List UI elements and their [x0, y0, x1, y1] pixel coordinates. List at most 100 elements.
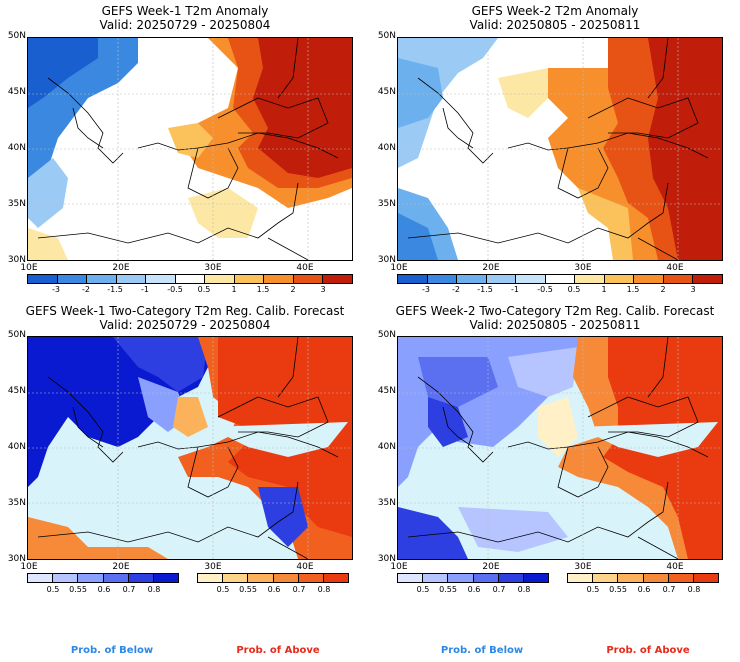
lat-label-45n: 45N [7, 386, 26, 396]
prob-below-label: Prob. of Below [440, 645, 524, 656]
panel-valid-dates: Valid: 20250805 - 20250811 [469, 318, 641, 332]
colorbar-swatch [457, 275, 487, 283]
colorbar-label: -2 [82, 285, 90, 294]
colorbar-label: -1.5 [107, 285, 123, 294]
colorbar-swatch [668, 574, 694, 582]
map-week1-probability [27, 336, 353, 560]
map-week1-anomaly [27, 37, 353, 261]
colorbar-label: 0.5 [416, 585, 430, 594]
colorbar-swatch [128, 574, 154, 582]
colorbar-swatch [198, 574, 224, 582]
colorbar-label: 0.7 [292, 585, 306, 594]
colorbar-swatch [223, 574, 249, 582]
colorbar-label: 0.8 [687, 585, 701, 594]
colorbar-label: 0.55 [239, 585, 257, 594]
colorbar-label: 0.5 [46, 585, 60, 594]
colorbar-label: 0.6 [637, 585, 651, 594]
lon-label-10e: 10E [390, 562, 408, 572]
lat-label-35n: 35N [7, 199, 26, 209]
colorbar-label: 2 [290, 285, 296, 294]
colorbar-swatch [153, 574, 179, 582]
lon-label-30e: 30E [574, 263, 592, 273]
panel-week1-anomaly: GEFS Week-1 T2m Anomaly Valid: 20250729 … [0, 0, 370, 295]
colorbar-swatch [634, 275, 664, 283]
colorbar-swatch [575, 275, 605, 283]
colorbar-label: 1.5 [256, 285, 270, 294]
lon-label-20e: 20E [482, 562, 500, 572]
colorbar-label: 0.6 [267, 585, 281, 594]
colorbar-label: -3 [52, 285, 60, 294]
colorbar-label: -1 [511, 285, 519, 294]
colorbar-label: 1 [231, 285, 237, 294]
lat-label-45n: 45N [377, 87, 396, 97]
lon-label-20e: 20E [112, 562, 130, 572]
colorbar-swatch [87, 275, 117, 283]
colorbar-label: 0.8 [317, 585, 331, 594]
colorbar-swatch [323, 275, 353, 283]
lat-label-50n: 50N [7, 31, 26, 41]
colorbar-swatch [427, 275, 458, 283]
colorbar-label: 0.7 [662, 585, 676, 594]
lon-label-20e: 20E [482, 263, 500, 273]
colorbar-label: 2 [660, 285, 666, 294]
colorbar-swatch [28, 574, 54, 582]
lat-label-30n: 30N [377, 255, 396, 265]
colorbar-label: -3 [422, 285, 430, 294]
colorbar-label: 0.55 [69, 585, 87, 594]
colorbar-swatch [264, 275, 294, 283]
lat-label-40n: 40N [7, 143, 26, 153]
colorbar-label: 1 [601, 285, 607, 294]
lat-label-30n: 30N [7, 255, 26, 265]
colorbar-label: 0.6 [467, 585, 481, 594]
colorbar-swatch [473, 574, 499, 582]
lon-label-30e: 30E [574, 562, 592, 572]
panel-title: GEFS Week-2 T2m Anomaly [471, 4, 639, 18]
colorbar-swatch [205, 275, 235, 283]
lon-label-40e: 40E [666, 263, 684, 273]
colorbar-label: 0.55 [609, 585, 627, 594]
colorbar-label: 0.6 [97, 585, 111, 594]
colorbar-swatch [498, 574, 524, 582]
panel-week2-anomaly: GEFS Week-2 T2m Anomaly Valid: 20250805 … [370, 0, 740, 295]
lat-label-35n: 35N [7, 498, 26, 508]
lat-label-50n: 50N [377, 31, 396, 41]
colorbar-label: -0.5 [167, 285, 183, 294]
lat-label-40n: 40N [377, 143, 396, 153]
colorbar-swatch [28, 275, 58, 283]
colorbar-label: 0.5 [567, 285, 581, 294]
lon-label-40e: 40E [296, 263, 314, 273]
colorbar-swatch [516, 275, 546, 283]
colorbar-label: 1.5 [626, 285, 640, 294]
prob-above-colorbar [567, 573, 719, 583]
anomaly-colorbar [27, 274, 353, 284]
panel-valid-dates: Valid: 20250729 - 20250804 [99, 318, 271, 332]
colorbar-swatch [146, 275, 176, 283]
colorbar-swatch [57, 275, 88, 283]
lat-label-35n: 35N [377, 199, 396, 209]
colorbar-swatch [175, 275, 206, 283]
colorbar-label: 0.8 [147, 585, 161, 594]
colorbar-swatch [663, 275, 694, 283]
colorbar-swatch [103, 574, 129, 582]
panel-valid-dates: Valid: 20250729 - 20250804 [99, 18, 271, 32]
colorbar-swatch [323, 574, 349, 582]
lat-label-40n: 40N [377, 442, 396, 452]
colorbar-swatch [398, 574, 424, 582]
lon-label-20e: 20E [112, 263, 130, 273]
colorbar-swatch [273, 574, 299, 582]
lon-label-40e: 40E [666, 562, 684, 572]
colorbar-swatch [486, 275, 517, 283]
lon-label-30e: 30E [204, 263, 222, 273]
lat-label-45n: 45N [377, 386, 396, 396]
colorbar-label: 3 [320, 285, 326, 294]
panel-title: GEFS Week-1 T2m Anomaly [101, 4, 269, 18]
panel-week1-probability: GEFS Week-1 Two-Category T2m Reg. Calib.… [0, 300, 370, 662]
colorbar-swatch [523, 574, 549, 582]
colorbar-label: 0.5 [216, 585, 230, 594]
lon-label-30e: 30E [204, 562, 222, 572]
lat-label-35n: 35N [377, 498, 396, 508]
lat-label-50n: 50N [377, 330, 396, 340]
colorbar-swatch [448, 574, 474, 582]
prob-below-colorbar [397, 573, 549, 583]
colorbar-swatch [248, 574, 274, 582]
